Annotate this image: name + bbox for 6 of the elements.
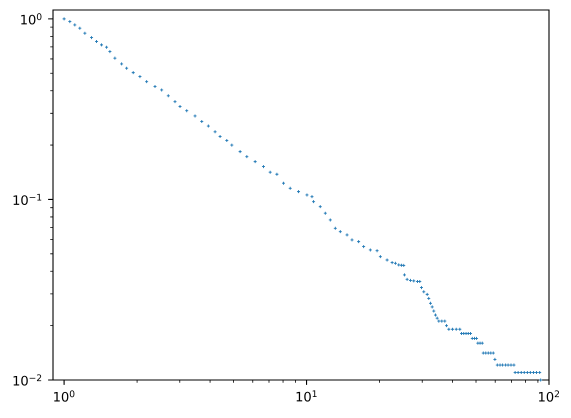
x-tick-label: 10$^{1}$ — [296, 390, 317, 402]
x-tick-label: 10$^{2}$ — [539, 390, 559, 402]
x-tick-label: 10$^{0}$ — [54, 390, 74, 402]
y-tick-label: 10$^{0}$ — [21, 13, 42, 25]
y-tick-label: 10$^{−2}$ — [14, 374, 42, 386]
y-tick-label: 10$^{−1}$ — [14, 194, 42, 206]
